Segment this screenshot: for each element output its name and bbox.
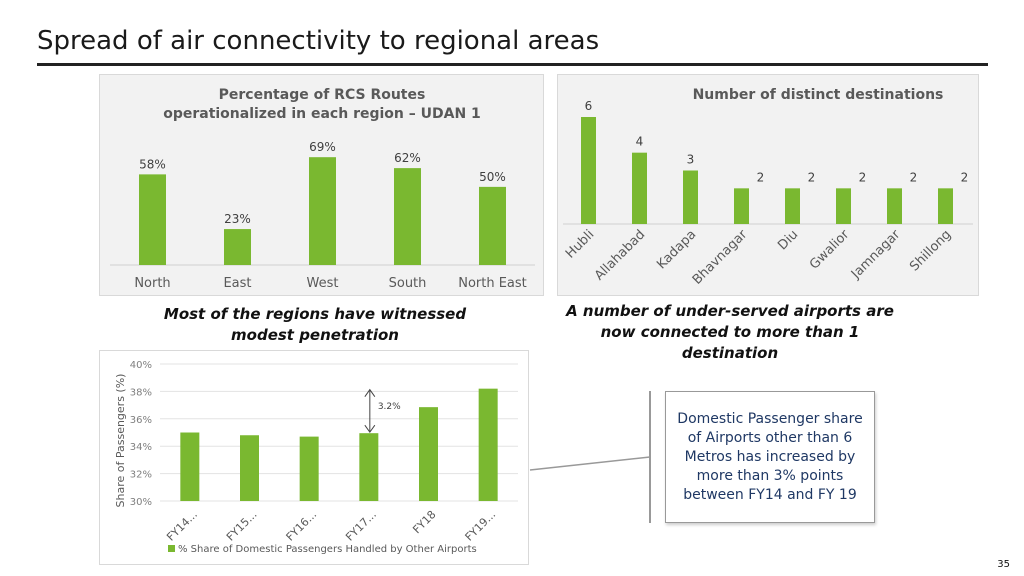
destinations-chart: Number of distinct destinations6Hubli4Al… (563, 87, 973, 288)
bar (938, 188, 953, 224)
bar (224, 229, 251, 265)
bar (309, 157, 336, 265)
y-axis-label: Share of Passengers (%) (114, 374, 127, 508)
callout-box: Domestic Passenger share of Airports oth… (665, 391, 875, 523)
data-label: 2 (910, 170, 918, 184)
bar (419, 407, 438, 501)
callout-pointer-line (529, 456, 651, 471)
passenger-share-chart-panel: 30% 32% 34% 36% 38% 40% Share of Passengers (%… (99, 350, 529, 565)
x-tick-label: South (389, 276, 427, 291)
data-label: 69% (309, 140, 336, 154)
y-tick-label: 34% (130, 442, 152, 453)
bar (359, 433, 379, 501)
passenger-share-chart: 30% 32% 34% 36% 38% 40%Share of Passengers (%… (114, 360, 518, 555)
x-tick-label: North East (458, 276, 527, 291)
y-tick-label: 40% (130, 360, 152, 371)
data-label: 50% (479, 170, 506, 184)
y-tick-label: 36% (130, 415, 152, 426)
bar (632, 152, 647, 224)
title-divider (37, 63, 988, 66)
y-tick-label: 30% (130, 497, 152, 508)
chart-title: operationalized in each region – UDAN 1 (163, 106, 481, 122)
bar (139, 174, 166, 265)
data-label: 3 (687, 153, 695, 167)
bar (240, 435, 259, 501)
chart-title: Number of distinct destinations (693, 87, 944, 103)
legend-label: % Share of Domestic Passengers Handled b… (178, 544, 477, 555)
bar (479, 186, 506, 265)
slide-title: Spread of air connectivity to regional a… (37, 26, 600, 56)
data-label: 2 (808, 170, 816, 184)
bar (683, 170, 698, 224)
data-label: 4 (636, 135, 644, 149)
data-label: 2 (961, 170, 969, 184)
destinations-chart-panel: Number of distinct destinations 6 Hubli 4 Al… (557, 74, 979, 296)
y-tick-label: 38% (130, 387, 152, 398)
bar (478, 388, 498, 501)
bar (836, 188, 851, 224)
bar (581, 117, 596, 224)
bar (299, 436, 319, 501)
page-number: 35 (997, 559, 1010, 570)
bar (180, 432, 200, 501)
data-label: 58% (139, 157, 166, 171)
regions-chart-panel: Percentage of RCS Routes operationalized … (99, 74, 544, 296)
annotation-arrow-head-up (364, 388, 376, 397)
data-label: 62% (394, 151, 421, 165)
bar (785, 188, 800, 224)
annotation-label: 3.2% (378, 402, 401, 412)
bar (734, 188, 749, 224)
bar (394, 168, 421, 265)
y-tick-label: 32% (130, 470, 152, 481)
x-tick-label: North (134, 276, 170, 291)
data-label: 23% (224, 212, 251, 226)
destinations-caption: A number of under-served airports are no… (566, 302, 894, 362)
x-tick-label: East (223, 276, 251, 291)
legend-swatch (168, 545, 175, 552)
regions-caption: Most of the regions have witnessed modes… (163, 305, 467, 344)
annotation-arrow-head-down (364, 424, 376, 434)
chart-title: Percentage of RCS Routes (219, 87, 426, 103)
data-label: 2 (757, 170, 765, 184)
data-label: 6 (585, 99, 593, 113)
regions-chart: Percentage of RCS Routes operationalized … (110, 87, 535, 291)
callout-text: Domestic Passenger share of Airports oth… (677, 410, 863, 503)
data-label: 2 (859, 170, 867, 184)
bar (887, 188, 902, 224)
x-tick-label: West (307, 276, 339, 291)
